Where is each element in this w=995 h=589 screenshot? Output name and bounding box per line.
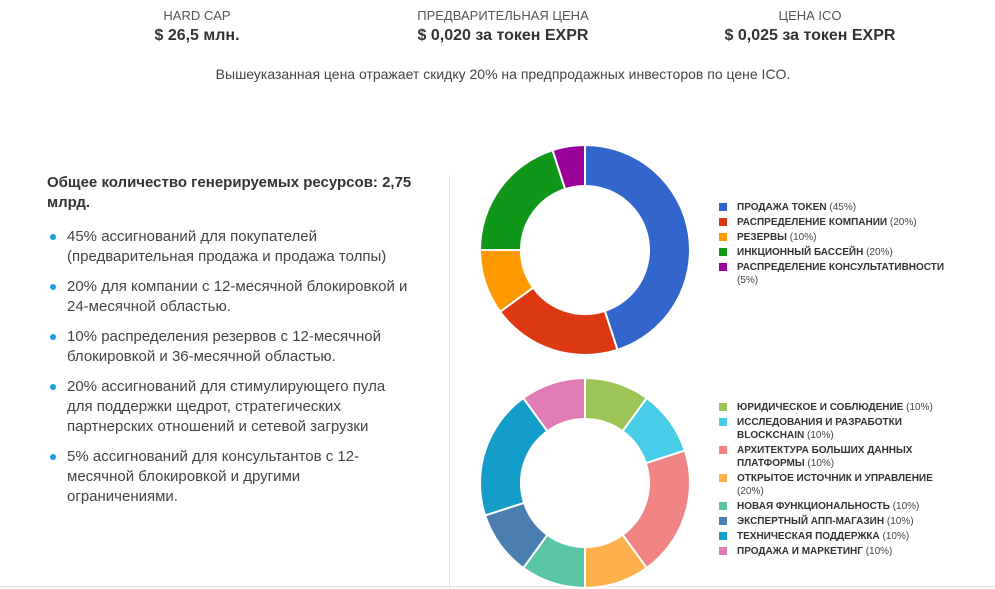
legend-item: РЕЗЕРВЫ (10%): [718, 231, 958, 244]
resources-title: Общее количество генерируемых ресурсов: …: [47, 174, 412, 211]
legend-swatch: [719, 502, 727, 510]
stat: ЦЕНА ICO $ 0,025 за токен EXPR: [660, 8, 960, 45]
divider: [449, 175, 450, 589]
legend-item: ОТКРЫТОЕ ИСТОЧНИК И УПРАВЛЕНИЕ (20%): [718, 472, 958, 498]
legend: ЮРИДИЧЕСКОЕ И СОБЛЮДЕНИЕ (10%) ИССЛЕДОВАН…: [718, 401, 958, 560]
legend: ПРОДАЖА TOKEN (45%) РАСПРЕДЕЛЕНИЕ КОМПАНИ…: [718, 201, 958, 289]
legend-item: НОВАЯ ФУНКЦИОНАЛЬНОСТЬ (10%): [718, 500, 958, 513]
stat-label: ПРЕДВАРИТЕЛЬНАЯ ЦЕНА: [417, 8, 589, 23]
donut-slice: [551, 143, 586, 191]
legend-item: АРХИТЕКТУРА БОЛЬШИХ ДАННЫХ ПЛАТФОРМЫ (10…: [718, 444, 958, 470]
legend-swatch: [719, 218, 727, 226]
legend-item: ТЕХНИЧЕСКАЯ ПОДДЕРЖКА (10%): [718, 530, 958, 543]
resources: Общее количество генерируемых ресурсов: …: [47, 173, 422, 517]
legend-percent: (10%): [892, 501, 920, 512]
legend-percent: (10%): [906, 402, 933, 413]
legend-name: ОТКРЫТОЕ ИСТОЧНИК И УПРАВЛЕНИЕ: [737, 473, 933, 484]
stat: HARD CAP $ 26,5 млн.: [47, 8, 347, 45]
legend-percent: (20%): [737, 486, 764, 497]
legend-percent: (10%): [882, 531, 910, 542]
legend-percent: (20%): [866, 247, 893, 258]
legend-swatch: [719, 403, 727, 411]
legend-name: НОВАЯ ФУНКЦИОНАЛЬНОСТЬ: [737, 501, 890, 512]
legend-swatch: [719, 517, 727, 525]
bullet: 45% ассигнований для покупателей (предва…: [47, 227, 412, 267]
donut-slice: [584, 143, 691, 352]
legend-swatch: [719, 547, 727, 555]
legend-name: ЮРИДИЧЕСКОЕ И СОБЛЮДЕНИЕ: [737, 402, 904, 413]
legend-percent: (5%): [737, 275, 759, 286]
bullet: 20% для компании с 12-месячной блокировк…: [47, 277, 412, 317]
legend-swatch: [719, 418, 727, 426]
legend-item: ПРОДАЖА И МАРКЕТИНГ (10%): [718, 545, 958, 558]
stat-value: $ 0,020 за токен EXPR: [417, 27, 589, 44]
bullet: 5% ассигнований для консультантов с 12-м…: [47, 447, 412, 507]
legend-swatch: [719, 203, 727, 211]
legend-name: ИССЛЕДОВАНИЯ И РАЗРАБОТКИ BLOCKCHAIN: [737, 417, 902, 441]
bullet: 20% ассигнований для стимулирующего пула…: [47, 377, 412, 437]
legend-swatch: [719, 446, 727, 454]
price-note: Вышеуказанная цена отражает скидку 20% н…: [215, 66, 791, 82]
legend-percent: (10%): [807, 458, 835, 469]
legend-swatch: [719, 263, 727, 271]
legend-name: РЕЗЕРВЫ: [737, 232, 787, 243]
legend-percent: (45%): [829, 202, 857, 213]
legend-swatch: [719, 474, 727, 482]
legend-percent: (10%): [865, 546, 893, 557]
legend-item: ЮРИДИЧЕСКОЕ И СОБЛЮДЕНИЕ (10%): [718, 401, 958, 414]
legend-name: ПРОДАЖА И МАРКЕТИНГ: [737, 546, 863, 557]
stat-label: HARD CAP: [163, 8, 231, 23]
stat-value: $ 26,5 млн.: [154, 27, 240, 44]
legend-percent: (10%): [886, 516, 914, 527]
legend-item: РАСПРЕДЕЛЕНИЕ КОНСУЛЬТАТИВНОСТИ (5%): [718, 261, 958, 287]
legend-item: ЭКСПЕРТНЫЙ АПП-МАГАЗИН (10%): [718, 515, 958, 528]
legend-percent: (10%): [807, 430, 834, 441]
legend-name: ЭКСПЕРТНЫЙ АПП-МАГАЗИН: [737, 516, 885, 527]
bullet-list: 45% ассигнований для покупателей (предва…: [47, 227, 422, 507]
donut-slice: [521, 376, 586, 433]
donut-slice: [478, 148, 567, 251]
legend-swatch: [719, 233, 727, 241]
legend-item: ПРОДАЖА TOKEN (45%): [718, 201, 958, 214]
legend-name: ТЕХНИЧЕСКАЯ ПОДДЕРЖКА: [737, 531, 880, 542]
legend-item: РАСПРЕДЕЛЕНИЕ КОМПАНИИ (20%): [718, 216, 958, 229]
bottom-border: [0, 586, 995, 587]
legend-item: ИНКЦИОННЫЙ БАССЕЙН (20%): [718, 246, 958, 259]
legend-item: ИССЛЕДОВАНИЯ И РАЗРАБОТКИ BLOCKCHAIN (10…: [718, 416, 958, 442]
legend-swatch: [719, 248, 727, 256]
stat: ПРЕДВАРИТЕЛЬНАЯ ЦЕНА $ 0,020 за токен EX…: [353, 8, 653, 45]
legend-percent: (10%): [789, 232, 817, 243]
legend-name: ИНКЦИОННЫЙ БАССЕЙН: [737, 247, 864, 258]
stat-label: ЦЕНА ICO: [778, 8, 842, 23]
bullet: 10% распределения резервов с 12-месячной…: [47, 327, 412, 367]
legend-name: ПРОДАЖА TOKEN: [737, 202, 827, 213]
stat-value: $ 0,025 за токен EXPR: [724, 27, 896, 44]
legend-percent: (20%): [889, 217, 917, 228]
legend-swatch: [719, 532, 727, 540]
legend-name: АРХИТЕКТУРА БОЛЬШИХ ДАННЫХ ПЛАТФОРМЫ: [737, 445, 913, 469]
legend-name: РАСПРЕДЕЛЕНИЕ КОНСУЛЬТАТИВНОСТИ: [737, 262, 945, 273]
legend-name: РАСПРЕДЕЛЕНИЕ КОМПАНИИ: [737, 217, 888, 228]
